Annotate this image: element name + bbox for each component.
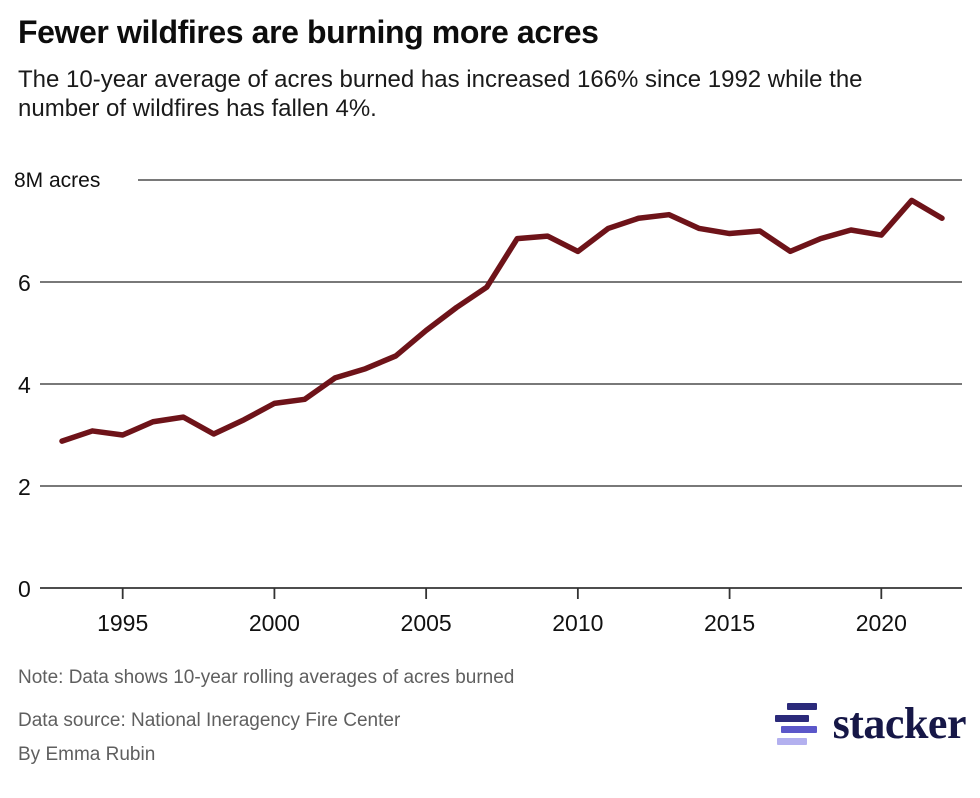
page-title: Fewer wildfires are burning more acres — [18, 14, 599, 50]
stacker-wordmark: stacker — [832, 699, 967, 748]
gridlines — [40, 179, 962, 589]
stacker-bar-2 — [774, 714, 809, 722]
x-axis-tick-labels: 1995 2000 2005 2010 2015 2020 — [97, 610, 907, 636]
stacker-bar-1 — [786, 703, 817, 710]
chart-byline: By Emma Rubin — [18, 743, 156, 765]
y-axis-tick-label: 6 — [18, 270, 31, 296]
y-axis-tick-label: 2 — [18, 474, 31, 500]
x-axis-tick-label: 1995 — [97, 610, 148, 636]
y-axis-tick-labels: 8M acres 6 4 2 0 — [14, 169, 100, 602]
y-axis-unit-label: 8M acres — [14, 169, 100, 192]
chart-source: Data source: National Ineragency Fire Ce… — [18, 709, 401, 731]
x-axis-tick-label: 2020 — [856, 610, 907, 636]
data-series-line — [59, 197, 945, 444]
stacker-bars-icon — [774, 703, 819, 745]
chart-plot-area: 8M acres 6 4 2 0 1995 2000 2005 2010 2015 2020 — [0, 160, 980, 660]
x-axis-tick-label: 2010 — [552, 610, 603, 636]
stacker-bar-3 — [780, 726, 817, 734]
chart-footer: Note: Data shows 10-year rolling average… — [18, 667, 962, 766]
chart-note: Note: Data shows 10-year rolling average… — [18, 667, 515, 688]
y-axis-tick-label: 4 — [18, 372, 31, 398]
chart-subtitle: The 10-year average of acres burned has … — [18, 65, 863, 123]
x-axis-tick-label: 2015 — [704, 610, 755, 636]
stacker-logo: stacker — [774, 699, 967, 748]
chart-header: Fewer wildfires are burning more acres T… — [18, 14, 958, 123]
line-chart-svg: 8M acres 6 4 2 0 1995 2000 2005 2010 2015 2020 — [14, 169, 962, 636]
x-axis-tick-label: 2005 — [401, 610, 452, 636]
stacker-bar-4 — [776, 737, 807, 745]
x-axis-tick-label: 2000 — [249, 610, 300, 636]
x-axis-tick-marks — [121, 588, 883, 599]
y-axis-tick-label: 0 — [18, 576, 31, 602]
